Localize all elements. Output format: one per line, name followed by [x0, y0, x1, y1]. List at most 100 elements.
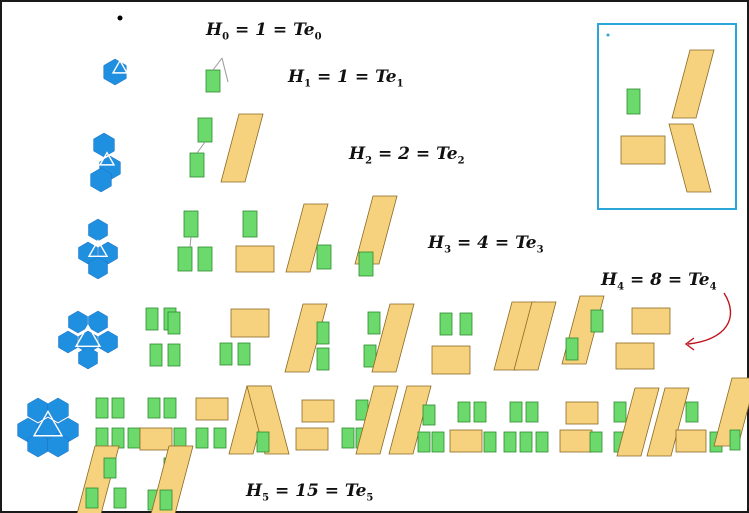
- green-square-tile-icon: [422, 404, 436, 426]
- benzenoid-hexagon-icon: [93, 132, 115, 158]
- green-square-tile-icon: [197, 117, 213, 143]
- green-square-tile-icon: [457, 401, 471, 423]
- triangle-edge: [87, 239, 109, 257]
- triangle-edge: [111, 59, 129, 74]
- equation-h0: H0 = 1 = Te0: [206, 20, 322, 43]
- bond-line: [212, 57, 223, 71]
- orange-rect-tile-icon: [230, 308, 270, 338]
- orange-rect-tile-icon: [631, 307, 671, 335]
- green-square-tile-icon: [483, 431, 497, 453]
- green-square-tile-icon: [316, 347, 330, 371]
- equation-h2: H2 = 2 = Te2: [349, 144, 465, 167]
- tilted-orange-tile-icon: [668, 123, 712, 193]
- tilted-orange-tile-icon: [388, 385, 432, 455]
- green-square-tile-icon: [358, 251, 374, 277]
- green-square-tile-icon: [111, 427, 125, 449]
- tilted-orange-tile-icon: [646, 387, 690, 457]
- green-square-tile-icon: [213, 427, 227, 449]
- benzenoid-hexagon-icon: [47, 432, 69, 458]
- green-square-tile-icon: [177, 246, 193, 272]
- orange-rect-tile-icon: [235, 245, 275, 273]
- bond-line: [221, 57, 229, 83]
- triangle-edge: [32, 409, 64, 437]
- benzenoid-hexagon-icon: [78, 241, 98, 265]
- benzenoid-hexagon-icon: [47, 397, 69, 423]
- green-square-tile-icon: [459, 312, 473, 336]
- green-square-tile-icon: [729, 429, 741, 451]
- tilted-orange-tile-icon: [285, 203, 329, 273]
- tilted-orange-tile-icon: [284, 303, 328, 373]
- tilted-orange-tile-icon: [616, 387, 660, 457]
- tilted-orange-tile-icon: [355, 385, 399, 455]
- red-arrowhead-icon: [684, 337, 695, 351]
- green-square-tile-icon: [613, 401, 627, 423]
- green-square-tile-icon: [590, 309, 604, 333]
- tilted-orange-tile-icon: [513, 301, 557, 371]
- orange-rect-tile-icon: [139, 427, 173, 451]
- benzenoid-hexagon-icon: [98, 241, 118, 265]
- green-square-tile-icon: [341, 427, 355, 449]
- green-square-tile-icon: [417, 431, 431, 453]
- green-square-tile-icon: [242, 210, 258, 238]
- triangle-edge: [74, 324, 102, 348]
- green-square-tile-icon: [316, 321, 330, 345]
- green-square-tile-icon: [95, 427, 109, 449]
- tilted-orange-tile-icon: [246, 385, 290, 455]
- orange-rect-tile-icon: [675, 429, 707, 453]
- inset-marker-dot: [606, 33, 610, 37]
- benzenoid-hexagon-icon: [88, 310, 108, 334]
- green-square-tile-icon: [439, 312, 453, 336]
- green-square-tile-icon: [316, 244, 332, 270]
- equation-h1: H1 = 1 = Te1: [288, 67, 404, 90]
- green-square-tile-icon: [85, 487, 99, 509]
- tilted-orange-tile-icon: [354, 195, 398, 265]
- green-square-tile-icon: [147, 397, 161, 419]
- green-square-tile-icon: [111, 397, 125, 419]
- green-square-tile-icon: [237, 342, 251, 366]
- green-square-tile-icon: [183, 210, 199, 238]
- orange-rect-tile-icon: [431, 345, 471, 375]
- benzenoid-hexagon-icon: [68, 310, 88, 334]
- equation-h3: H3 = 4 = Te3: [428, 233, 544, 256]
- green-square-tile-icon: [626, 88, 641, 115]
- benzenoid-hexagon-icon: [78, 346, 98, 370]
- point-dot: [117, 15, 123, 21]
- green-square-tile-icon: [205, 69, 221, 93]
- tilted-orange-tile-icon: [371, 303, 415, 373]
- green-square-tile-icon: [163, 397, 177, 419]
- orange-rect-tile-icon: [301, 399, 335, 423]
- green-square-tile-icon: [113, 487, 127, 509]
- green-square-tile-icon: [189, 152, 205, 178]
- green-square-tile-icon: [219, 342, 233, 366]
- green-square-tile-icon: [473, 401, 487, 423]
- green-square-tile-icon: [589, 431, 603, 453]
- tile-legend-box: [597, 23, 737, 210]
- benzenoid-hexagon-icon: [58, 330, 78, 354]
- green-square-tile-icon: [145, 307, 159, 331]
- green-square-tile-icon: [95, 397, 109, 419]
- benzenoid-hexagon-icon: [27, 397, 49, 423]
- green-square-tile-icon: [565, 337, 579, 361]
- green-square-tile-icon: [685, 401, 699, 423]
- tilted-orange-tile-icon: [671, 49, 715, 119]
- orange-rect-tile-icon: [559, 429, 593, 453]
- bond-line: [189, 236, 192, 248]
- green-square-tile-icon: [525, 401, 539, 423]
- green-square-tile-icon: [167, 343, 181, 367]
- equation-h4: H4 = 8 = Te4: [601, 270, 717, 293]
- green-square-tile-icon: [519, 431, 533, 453]
- green-square-tile-icon: [367, 311, 381, 335]
- green-square-tile-icon: [535, 431, 549, 453]
- green-square-tile-icon: [503, 431, 517, 453]
- benzenoid-hexagon-icon: [88, 256, 108, 280]
- benzenoid-hexagon-icon: [103, 58, 127, 86]
- bond-line: [196, 141, 206, 154]
- green-square-tile-icon: [149, 343, 163, 367]
- benzenoid-hexagon-icon: [90, 167, 112, 193]
- benzenoid-hexagon-icon: [98, 330, 118, 354]
- green-square-tile-icon: [431, 431, 445, 453]
- orange-rect-tile-icon: [615, 342, 655, 370]
- green-square-tile-icon: [509, 401, 523, 423]
